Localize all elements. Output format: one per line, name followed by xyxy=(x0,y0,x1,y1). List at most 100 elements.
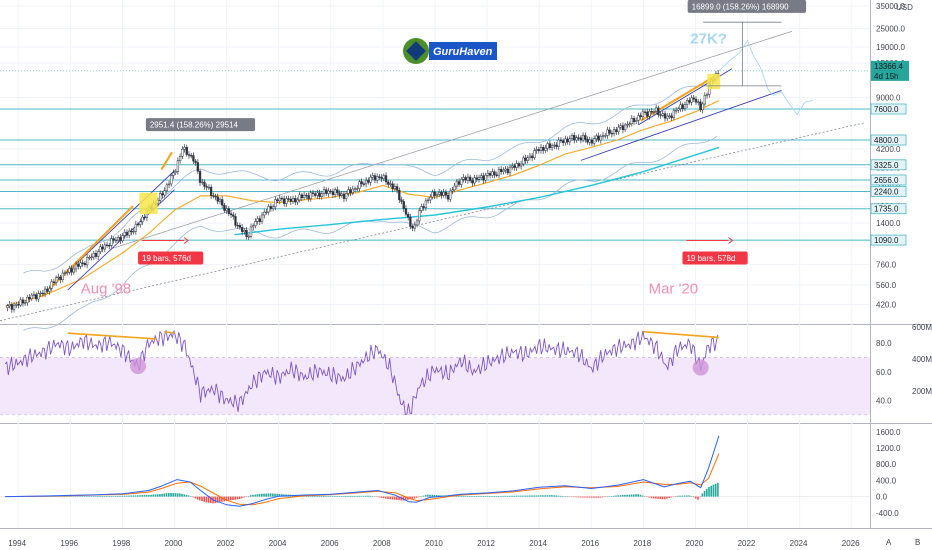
macd-histogram-bar xyxy=(245,496,248,498)
rsi-marker-2020 xyxy=(692,359,709,376)
candle-body xyxy=(568,138,571,143)
candle-body xyxy=(316,192,319,196)
year-tick-label: 1998 xyxy=(112,539,130,548)
candle-body xyxy=(6,305,9,308)
candle-body xyxy=(52,281,56,283)
sma-line xyxy=(5,100,720,307)
macd-tick-label: 800.0 xyxy=(876,460,897,469)
candle-body xyxy=(674,110,678,112)
candle-body xyxy=(402,201,405,209)
candle-body xyxy=(245,229,248,237)
rsi-tick-label: 60.0 xyxy=(876,368,892,377)
candle-body xyxy=(61,272,64,281)
macd-histogram-bar xyxy=(564,496,566,497)
candle-body xyxy=(327,190,330,194)
candle-body xyxy=(77,263,80,267)
candle-body xyxy=(663,113,667,119)
candle-body xyxy=(482,175,485,181)
candle-body xyxy=(506,168,509,174)
macd-pane[interactable] xyxy=(0,435,870,507)
macd-histogram-bar xyxy=(562,496,564,497)
candle-body xyxy=(515,163,518,168)
candle-body xyxy=(537,149,540,151)
macd-histogram-bar xyxy=(280,494,283,497)
candle-body xyxy=(340,193,343,196)
candle-body xyxy=(526,157,529,161)
macd-histogram-bar xyxy=(646,496,648,498)
macd-histogram-bar xyxy=(690,495,693,497)
candle-body xyxy=(12,305,16,310)
candle-body xyxy=(227,208,230,214)
candle-body xyxy=(338,192,341,196)
macd-histogram-bar xyxy=(489,495,491,497)
candle-body xyxy=(694,98,698,103)
macd-histogram-bar xyxy=(128,495,130,497)
rsi-pane[interactable] xyxy=(0,330,870,416)
candle-body xyxy=(298,194,301,201)
macd-histogram-bar xyxy=(187,495,190,497)
macd-histogram-bar xyxy=(362,495,365,497)
candle-body xyxy=(353,188,357,190)
candle-body xyxy=(181,148,184,157)
candle-body xyxy=(41,292,44,295)
rsi-marker-1998 xyxy=(130,358,147,375)
macd-histogram-bar xyxy=(236,496,239,500)
macd-histogram-bar xyxy=(712,484,715,497)
candle-body xyxy=(451,189,454,192)
macd-histogram-bar xyxy=(66,496,68,497)
macd-histogram-bar xyxy=(590,496,593,498)
candle-body xyxy=(130,230,133,233)
macd-histogram-bar xyxy=(537,495,540,497)
period-label: Mar '20 xyxy=(649,280,699,297)
candle-body xyxy=(623,124,627,131)
macd-histogram-bar xyxy=(650,496,653,499)
candle-body xyxy=(513,165,516,168)
candle-body xyxy=(546,143,549,149)
candle-body xyxy=(238,225,242,228)
candle-body xyxy=(685,100,689,105)
level-label: 2240.0 xyxy=(874,187,899,196)
level-label-box xyxy=(870,174,907,186)
macd-histogram-bar xyxy=(555,495,558,497)
price-tick-label: 19000.0 xyxy=(876,43,905,52)
candle-body xyxy=(426,199,430,202)
macd-histogram-bar xyxy=(380,496,383,498)
candle-body xyxy=(351,188,354,194)
candle-body xyxy=(635,120,638,122)
candle-body xyxy=(500,169,503,173)
candle-body xyxy=(349,189,352,194)
macd-histogram-bar xyxy=(196,496,199,500)
macd-histogram-bar xyxy=(513,495,515,497)
macd-histogram-bar xyxy=(577,496,580,498)
candle-body xyxy=(302,194,306,199)
compare-button[interactable]: B xyxy=(915,538,921,547)
macd-histogram-bar xyxy=(637,494,639,497)
macd-histogram-bar xyxy=(551,495,553,497)
auto-scale-button[interactable]: A xyxy=(886,538,892,547)
candle-body xyxy=(345,193,348,199)
candle-body xyxy=(491,171,494,176)
year-tick-label: 2014 xyxy=(529,539,547,548)
year-tick-label: 1996 xyxy=(60,539,78,548)
candle-body xyxy=(72,268,75,273)
candle-body xyxy=(196,162,199,172)
macd-histogram-bar xyxy=(692,496,695,498)
price-tick-label: 560.0 xyxy=(876,281,897,290)
macd-histogram-bar xyxy=(624,494,626,497)
candle-body xyxy=(108,245,111,247)
macd-histogram-bar xyxy=(568,496,571,498)
macd-histogram-bar xyxy=(635,494,637,497)
candle-body xyxy=(141,216,144,223)
candle-body xyxy=(508,166,512,174)
candle-body xyxy=(322,189,326,194)
macd-histogram-bar xyxy=(340,495,343,497)
macd-histogram-bar xyxy=(198,496,201,501)
candle-body xyxy=(285,198,288,204)
candle-body xyxy=(562,140,565,143)
macd-tick-label: 400.0 xyxy=(876,476,897,485)
price-pane[interactable] xyxy=(0,21,865,331)
candle-body xyxy=(247,236,250,238)
candle-body xyxy=(37,293,40,300)
candle-body xyxy=(172,172,175,176)
candle-body xyxy=(404,208,408,215)
